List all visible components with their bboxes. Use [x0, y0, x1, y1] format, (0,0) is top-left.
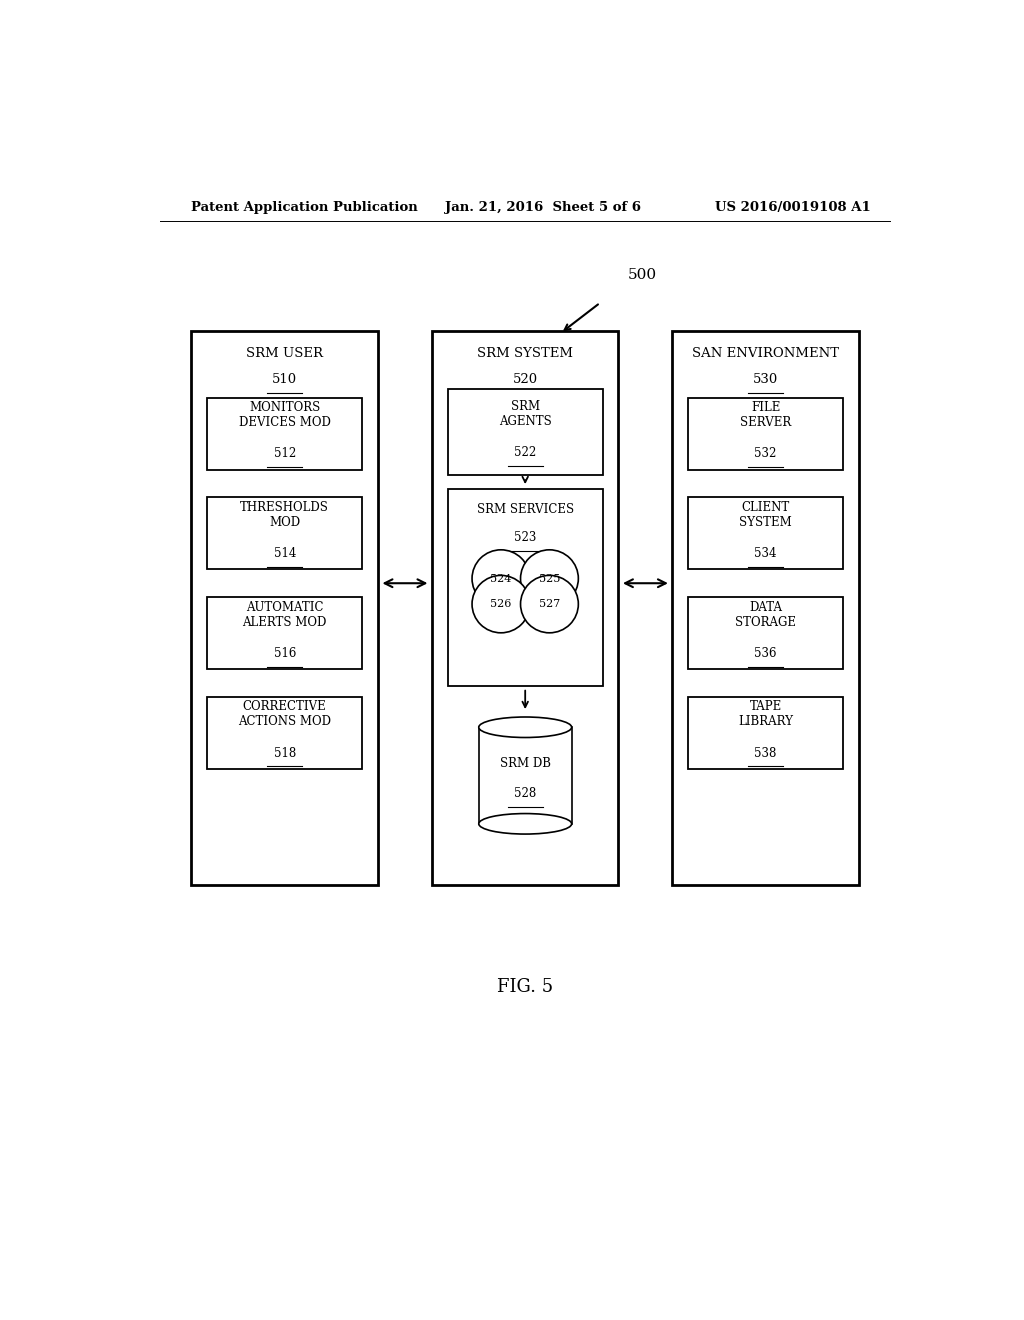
Bar	[673, 331, 859, 886]
Text: SRM SYSTEM: SRM SYSTEM	[477, 347, 573, 360]
Text: 514: 514	[273, 548, 296, 560]
Text: 510: 510	[272, 374, 297, 387]
Bar	[479, 727, 571, 824]
Bar	[447, 389, 602, 475]
Text: FILE
SERVER: FILE SERVER	[740, 401, 792, 429]
Ellipse shape	[520, 576, 579, 632]
Bar	[688, 597, 843, 669]
Ellipse shape	[479, 813, 571, 834]
Bar	[207, 697, 362, 768]
Text: 538: 538	[755, 747, 777, 759]
Ellipse shape	[472, 550, 529, 607]
Text: 527: 527	[539, 599, 560, 609]
Text: 520: 520	[513, 374, 538, 387]
Text: AUTOMATIC
ALERTS MOD: AUTOMATIC ALERTS MOD	[243, 601, 327, 628]
Text: 530: 530	[753, 374, 778, 387]
Bar	[191, 331, 378, 886]
Bar	[207, 498, 362, 569]
Text: 523: 523	[514, 532, 537, 544]
Ellipse shape	[520, 550, 579, 607]
Text: 525: 525	[539, 573, 560, 583]
Text: 516: 516	[273, 647, 296, 660]
Text: CORRECTIVE
ACTIONS MOD: CORRECTIVE ACTIONS MOD	[239, 701, 331, 729]
Bar	[688, 697, 843, 768]
Text: DATA
STORAGE: DATA STORAGE	[735, 601, 796, 628]
Text: THRESHOLDS
MOD: THRESHOLDS MOD	[241, 502, 329, 529]
Text: FIG. 5: FIG. 5	[497, 978, 553, 995]
Text: CLIENT
SYSTEM: CLIENT SYSTEM	[739, 502, 792, 529]
Text: MONITORS
DEVICES MOD: MONITORS DEVICES MOD	[239, 401, 331, 429]
Text: 512: 512	[273, 447, 296, 461]
Text: 534: 534	[755, 548, 777, 560]
Text: US 2016/0019108 A1: US 2016/0019108 A1	[715, 201, 871, 214]
Text: Jan. 21, 2016  Sheet 5 of 6: Jan. 21, 2016 Sheet 5 of 6	[445, 201, 641, 214]
Ellipse shape	[479, 717, 571, 738]
Bar	[688, 498, 843, 569]
Bar	[688, 397, 843, 470]
Bar	[432, 331, 618, 886]
Text: SAN ENVIRONMENT: SAN ENVIRONMENT	[692, 347, 839, 360]
Text: TAPE
LIBRARY: TAPE LIBRARY	[738, 701, 794, 729]
Text: SRM USER: SRM USER	[246, 347, 324, 360]
Text: Patent Application Publication: Patent Application Publication	[191, 201, 418, 214]
Text: SRM
AGENTS: SRM AGENTS	[499, 400, 552, 428]
Text: 526: 526	[490, 599, 512, 609]
Text: 532: 532	[755, 447, 777, 461]
Text: 536: 536	[755, 647, 777, 660]
Text: SRM DB: SRM DB	[500, 756, 551, 770]
Bar	[447, 490, 602, 685]
Text: 522: 522	[514, 446, 537, 459]
Text: 518: 518	[273, 747, 296, 759]
Ellipse shape	[472, 576, 529, 632]
Text: 528: 528	[514, 787, 537, 800]
Text: SRM SERVICES: SRM SERVICES	[476, 503, 573, 516]
Text: 500: 500	[628, 268, 657, 282]
Bar	[207, 397, 362, 470]
Bar	[207, 597, 362, 669]
Text: 524: 524	[490, 573, 512, 583]
